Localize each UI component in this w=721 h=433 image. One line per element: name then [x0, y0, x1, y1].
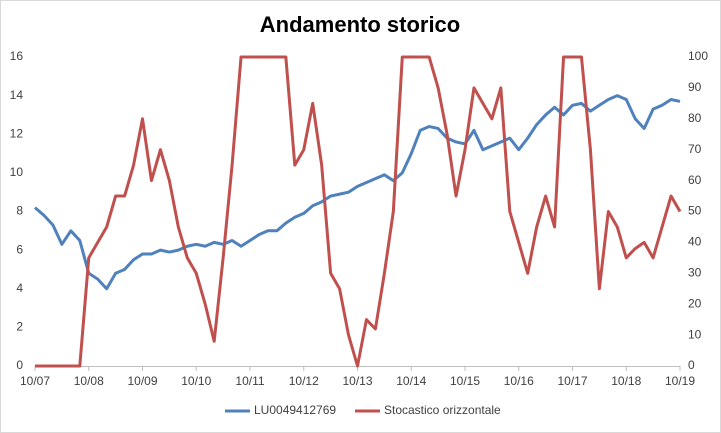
x-tick-label: 10/16 — [504, 374, 534, 388]
y2-tick-label: 100 — [688, 49, 708, 63]
y-tick-label: 2 — [16, 320, 23, 334]
y2-tick-label: 30 — [688, 265, 702, 279]
y-tick-label: 0 — [16, 358, 23, 372]
legend-label: Stocastico orizzontale — [384, 403, 501, 417]
y2-tick-label: 20 — [688, 296, 702, 310]
x-tick-label: 10/09 — [127, 374, 157, 388]
x-tick-label: 10/15 — [450, 374, 480, 388]
x-tick-label: 10/13 — [342, 374, 372, 388]
x-tick-label: 10/19 — [665, 374, 695, 388]
y-tick-label: 14 — [10, 88, 24, 102]
y2-tick-label: 40 — [688, 235, 702, 249]
y2-tick-label: 50 — [688, 204, 702, 218]
y-tick-label: 10 — [10, 165, 24, 179]
x-tick-label: 10/14 — [396, 374, 426, 388]
series-line — [35, 55, 682, 368]
x-tick-label: 10/10 — [181, 374, 211, 388]
x-tick-label: 10/17 — [557, 374, 587, 388]
x-tick-label: 10/12 — [289, 374, 319, 388]
y-tick-label: 12 — [10, 126, 24, 140]
y2-tick-label: 0 — [688, 358, 695, 372]
x-tick-label: 10/07 — [20, 374, 50, 388]
x-tick-label: 10/08 — [74, 374, 104, 388]
y-tick-label: 6 — [16, 242, 23, 256]
y2-tick-label: 10 — [688, 327, 702, 341]
y-tick-label: 8 — [16, 204, 23, 218]
y-tick-label: 16 — [10, 49, 24, 63]
y2-tick-label: 70 — [688, 142, 702, 156]
series-line — [34, 94, 681, 291]
y2-tick-label: 60 — [688, 173, 702, 187]
x-tick-label: 10/18 — [611, 374, 641, 388]
x-tick-label: 10/11 — [235, 374, 264, 388]
y2-tick-label: 90 — [688, 80, 702, 94]
y2-tick-label: 80 — [688, 111, 702, 125]
chart-title: Andamento storico — [260, 12, 460, 37]
y-tick-label: 4 — [16, 281, 23, 295]
legend-label: LU0049412769 — [254, 403, 336, 417]
